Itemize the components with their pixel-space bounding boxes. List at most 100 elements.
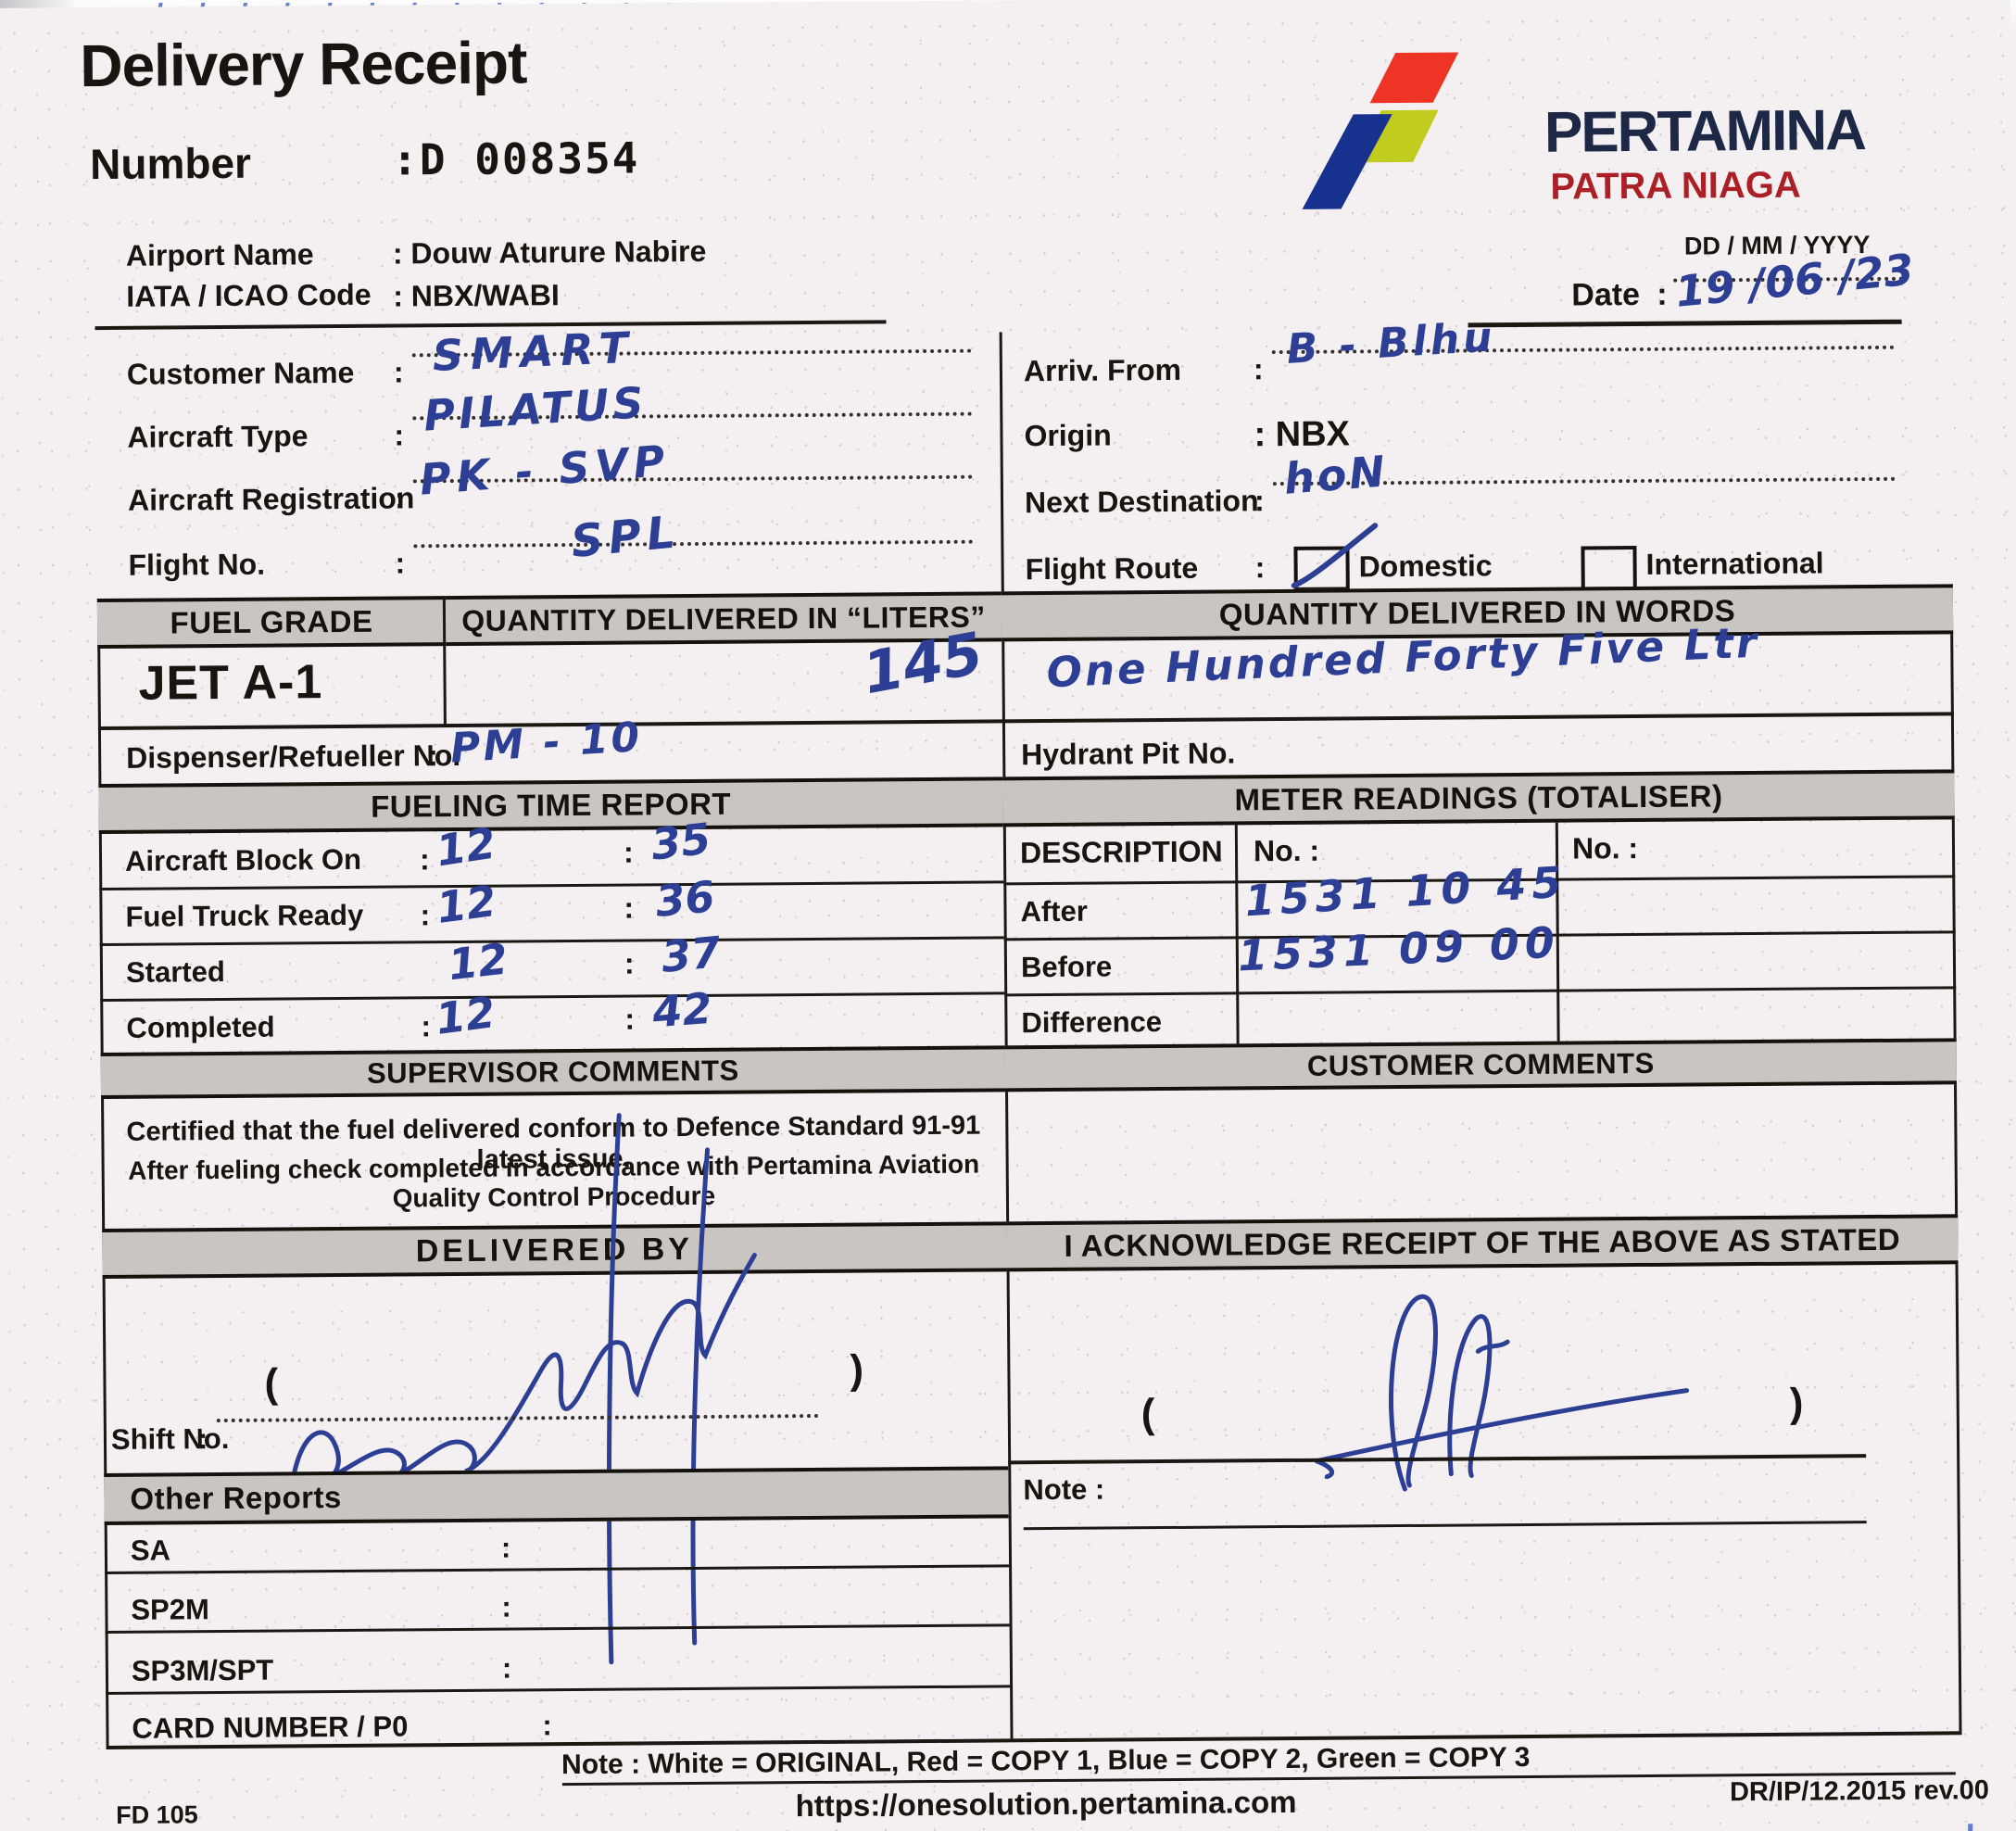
aircraft-type-value: PILATUS bbox=[422, 377, 649, 441]
domestic-label: Domestic bbox=[1358, 549, 1493, 584]
international-label: International bbox=[1645, 546, 1824, 581]
delivered-paren-close: ) bbox=[850, 1346, 864, 1393]
report-row-colon: : bbox=[501, 1590, 511, 1623]
international-checkbox[interactable] bbox=[1581, 546, 1637, 591]
aircraft-registration-value: PK - SVP bbox=[418, 435, 673, 505]
time-colon: : bbox=[624, 946, 635, 980]
meter-no2-header: No. : bbox=[1571, 831, 1639, 865]
meter-readings-header: METER READINGS (TOTALISER) bbox=[1002, 769, 1955, 827]
aircraft-type-label: Aircraft Type bbox=[127, 419, 309, 454]
date-colon: : bbox=[1657, 276, 1668, 312]
footer-doc-code: DR/IP/12.2015 rev.00 bbox=[1729, 1775, 1990, 1808]
arriv-from-colon: : bbox=[1253, 352, 1264, 386]
time-row-divider bbox=[99, 880, 1004, 891]
fuel-grade-header: FUEL GRADE bbox=[96, 596, 447, 650]
next-destination-value: hoN bbox=[1281, 446, 1390, 504]
flight-route-colon: : bbox=[1254, 550, 1266, 585]
meter-desc-header: DESCRIPTION bbox=[1019, 834, 1223, 870]
report-row-colon: : bbox=[501, 1651, 512, 1685]
meter-row-divider bbox=[1004, 986, 1957, 997]
flight-no-colon: : bbox=[395, 546, 406, 580]
report-row-label: SA bbox=[130, 1534, 171, 1567]
shift-no-colon: : bbox=[197, 1422, 208, 1456]
time-row-label: Fuel Truck Ready bbox=[125, 898, 364, 933]
time-row-label: Completed bbox=[126, 1010, 275, 1044]
time-colon: : bbox=[624, 890, 635, 925]
receipt-number-label: Number bbox=[89, 138, 252, 189]
fuel-grade-value: JET A-1 bbox=[138, 655, 323, 711]
time-mm-value: 42 bbox=[650, 982, 714, 1038]
time-row-divider bbox=[100, 991, 1005, 1003]
time-hh-value: 12 bbox=[434, 876, 499, 933]
meter-row-label: After bbox=[1020, 894, 1088, 928]
footer-url: https://onesolution.pertamina.com bbox=[795, 1784, 1297, 1824]
arriv-from-value: B - Blhu bbox=[1285, 313, 1497, 373]
receipt-number-value: :D 008354 bbox=[391, 133, 640, 185]
time-row-divider bbox=[99, 936, 1004, 947]
page-title: Delivery Receipt bbox=[80, 29, 527, 100]
aircraft-type-colon: : bbox=[394, 418, 405, 452]
flight-no-label: Flight No. bbox=[128, 547, 266, 582]
time-colon: : bbox=[421, 1009, 432, 1043]
meter-before-value: 1531 09 00 bbox=[1236, 916, 1561, 981]
brand-name: PERTAMINA bbox=[1544, 98, 1866, 165]
time-row-label: Aircraft Block On bbox=[124, 842, 362, 878]
date-label: Date bbox=[1571, 276, 1641, 313]
dispenser-value: PM - 10 bbox=[448, 713, 644, 773]
iata-icao-label: IATA / ICAO Code bbox=[126, 277, 372, 313]
meter-row-label: Difference bbox=[1021, 1005, 1163, 1040]
origin-label: Origin bbox=[1024, 418, 1112, 453]
meter-no1-header: No. : bbox=[1253, 833, 1320, 868]
airport-name-value: : Douw Aturure Nabire bbox=[392, 234, 707, 271]
footer-form-code: FD 105 bbox=[116, 1800, 198, 1829]
arriv-from-label: Arriv. From bbox=[1023, 352, 1182, 388]
iata-icao-value: : NBX/WABI bbox=[393, 278, 560, 313]
report-row-label: SP2M bbox=[131, 1593, 209, 1626]
customer-signature bbox=[1314, 1294, 1690, 1492]
flight-no-value: SPL bbox=[568, 506, 684, 569]
ack-paren-open: ( bbox=[1140, 1391, 1155, 1437]
brand-subtitle: PATRA NIAGA bbox=[1550, 164, 1801, 208]
aircraft-registration-colon: : bbox=[394, 481, 405, 515]
time-row-label: Started bbox=[125, 954, 225, 989]
flight-no-line bbox=[413, 539, 974, 549]
domestic-checkmark-icon bbox=[1291, 523, 1379, 588]
acknowledge-header: I ACKNOWLEDGE RECEIPT OF THE ABOVE AS ST… bbox=[1006, 1214, 1959, 1272]
delivered-by-signature bbox=[290, 1113, 757, 1665]
shift-no-label: Shift No. bbox=[110, 1421, 230, 1456]
time-mm-value: 37 bbox=[659, 927, 724, 982]
report-row-label: SP3M/SPT bbox=[131, 1653, 274, 1687]
flight-route-label: Flight Route bbox=[1025, 550, 1199, 587]
time-colon: : bbox=[624, 1002, 636, 1036]
time-colon: : bbox=[623, 835, 634, 869]
customer-name-label: Customer Name bbox=[126, 355, 355, 391]
time-hh-value: 12 bbox=[433, 987, 498, 1044]
meter-row-label: Before bbox=[1020, 950, 1113, 984]
customer-name-colon: : bbox=[393, 355, 404, 389]
report-row-colon: : bbox=[500, 1531, 511, 1564]
other-reports-header: Other Reports bbox=[104, 1466, 1009, 1526]
fuel-row-divider bbox=[97, 712, 1954, 731]
ack-paren-close: ) bbox=[1789, 1380, 1804, 1426]
info-center-divider bbox=[999, 332, 1004, 594]
pertamina-logo-icon bbox=[1302, 52, 1459, 209]
time-colon: : bbox=[419, 842, 430, 877]
time-mm-value: 35 bbox=[649, 813, 713, 870]
aircraft-registration-label: Aircraft Registration bbox=[127, 481, 415, 517]
time-mm-value: 36 bbox=[652, 871, 717, 928]
airport-name-label: Airport Name bbox=[125, 237, 314, 272]
supervisor-comments-header: SUPERVISOR COMMENTS bbox=[100, 1045, 1006, 1100]
note-bottom-line bbox=[1023, 1521, 1867, 1531]
note-label: Note : bbox=[1023, 1472, 1105, 1507]
fueling-time-header: FUELING TIME REPORT bbox=[98, 777, 1003, 835]
time-colon: : bbox=[420, 898, 431, 932]
report-row-colon: : bbox=[542, 1709, 552, 1742]
dispenser-label: Dispenser/Refueller No. bbox=[126, 738, 461, 775]
time-hh-value: 12 bbox=[433, 817, 499, 877]
table-right-border bbox=[1949, 584, 1962, 1732]
next-destination-colon: : bbox=[1254, 484, 1265, 518]
header-divider-right bbox=[1468, 319, 1902, 328]
time-hh-value: 12 bbox=[446, 933, 510, 991]
customer-comments-header: CUSTOMER COMMENTS bbox=[1004, 1038, 1958, 1092]
